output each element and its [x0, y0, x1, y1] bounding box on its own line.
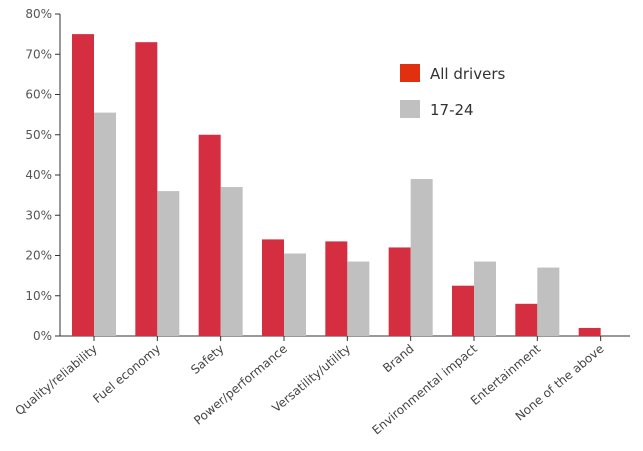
legend-label-17-24: 17-24 [430, 101, 474, 119]
bar-all-drivers-4 [325, 241, 348, 336]
y-tick-label: 40% [25, 168, 52, 182]
y-tick-label: 50% [25, 128, 52, 142]
bar-all-drivers-3 [262, 239, 284, 336]
bar-17-24-4 [347, 261, 370, 336]
x-category-label: Fuel economy [90, 342, 163, 406]
y-tick-label: 30% [25, 208, 52, 222]
bar-17-24-2 [220, 187, 243, 336]
bar-all-drivers-7 [515, 303, 538, 336]
bar-all-drivers-2 [198, 134, 221, 336]
bar-17-24-5 [410, 179, 433, 336]
y-tick-label: 70% [25, 47, 52, 61]
y-tick-label: 80% [25, 7, 52, 21]
x-category-label: Brand [380, 342, 416, 376]
bar-17-24-7 [537, 267, 560, 336]
x-category-label: Quality/reliability [12, 342, 99, 419]
bar-all-drivers-0 [72, 34, 94, 336]
y-tick-label: 60% [25, 88, 52, 102]
bar-all-drivers-5 [388, 247, 411, 336]
bar-all-drivers-8 [578, 327, 601, 336]
legend-swatch-all-drivers [400, 64, 420, 82]
bar-17-24-1 [157, 191, 180, 336]
bar-17-24-6 [474, 261, 496, 336]
legend-swatch-17-24 [400, 100, 420, 118]
bar-17-24-0 [94, 112, 116, 336]
x-category-label: Safety [188, 342, 226, 377]
bars [72, 34, 601, 337]
y-tick-label: 0% [33, 329, 52, 343]
y-tick-label: 20% [25, 249, 52, 263]
x-category-label: Environmental impact [369, 341, 480, 437]
bar-all-drivers-6 [452, 285, 474, 336]
legend-label-all-drivers: All drivers [430, 65, 505, 83]
y-tick-label: 10% [25, 289, 52, 303]
bar-17-24-3 [284, 253, 306, 336]
bar-all-drivers-1 [135, 42, 158, 337]
legend: All drivers 17-24 [400, 64, 505, 119]
